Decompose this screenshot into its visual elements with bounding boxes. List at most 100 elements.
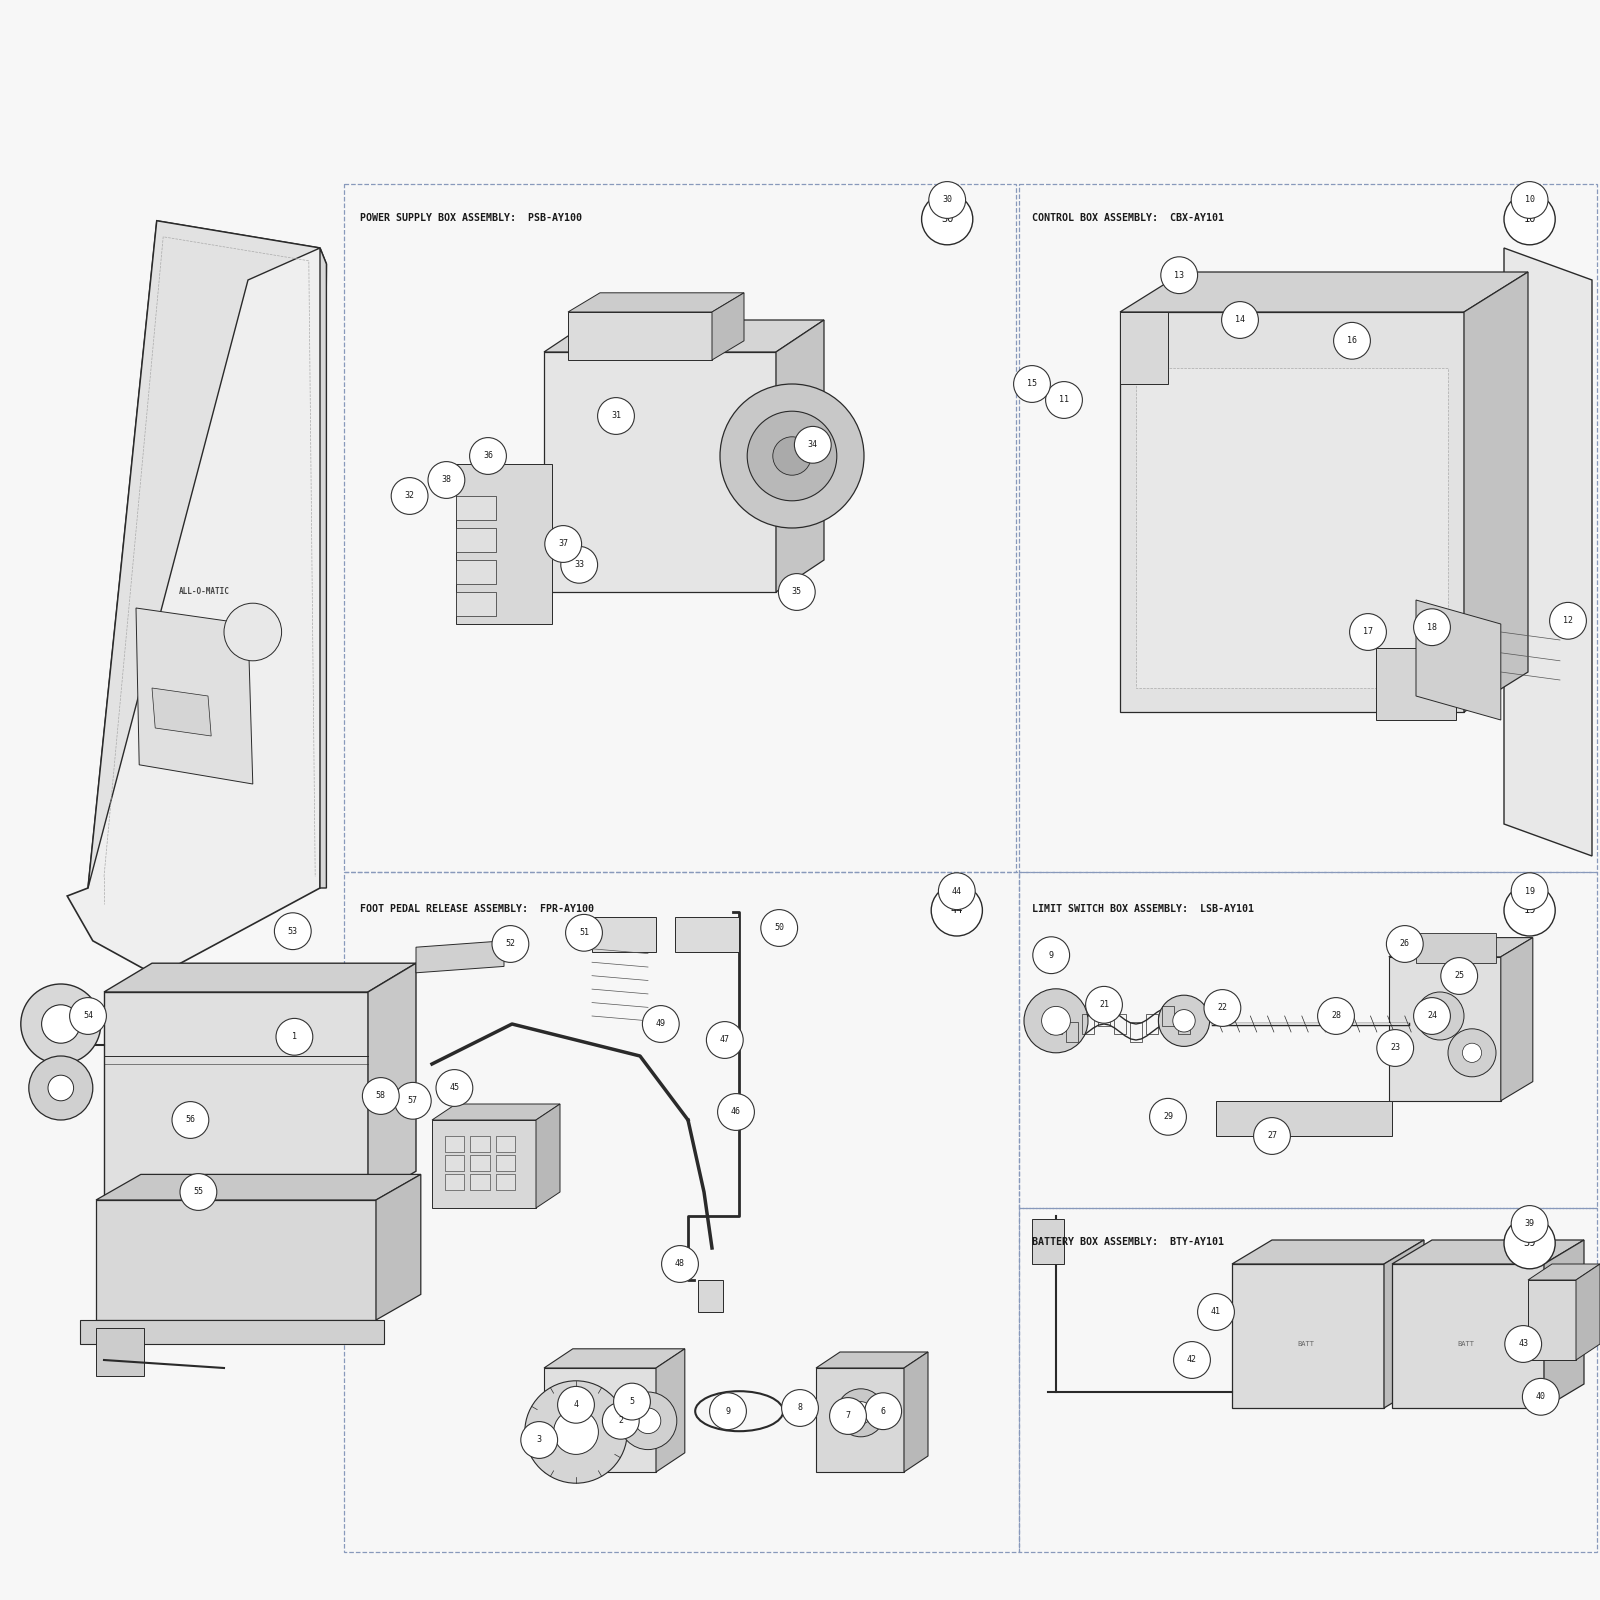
Polygon shape <box>80 1320 384 1344</box>
Polygon shape <box>456 592 496 616</box>
Text: 42: 42 <box>1187 1355 1197 1365</box>
Text: 40: 40 <box>1536 1392 1546 1402</box>
Polygon shape <box>496 1155 515 1171</box>
Circle shape <box>1416 992 1464 1040</box>
Polygon shape <box>568 312 712 360</box>
Circle shape <box>29 1056 93 1120</box>
Circle shape <box>1042 1006 1070 1035</box>
Circle shape <box>830 1398 867 1434</box>
Polygon shape <box>1136 368 1448 688</box>
Circle shape <box>70 998 106 1034</box>
Text: 8: 8 <box>797 1403 803 1413</box>
Text: 7: 7 <box>845 1411 851 1421</box>
Polygon shape <box>544 1349 685 1368</box>
Polygon shape <box>776 320 824 592</box>
Circle shape <box>1173 1010 1195 1032</box>
Polygon shape <box>1501 938 1533 1101</box>
Polygon shape <box>568 293 744 312</box>
Polygon shape <box>1032 1219 1064 1264</box>
Text: 44: 44 <box>950 906 963 915</box>
Circle shape <box>1024 989 1088 1053</box>
Polygon shape <box>104 963 416 992</box>
Text: BATTERY BOX ASSEMBLY:  BTY-AY101: BATTERY BOX ASSEMBLY: BTY-AY101 <box>1032 1237 1224 1246</box>
Circle shape <box>1014 365 1051 403</box>
Circle shape <box>747 411 837 501</box>
Polygon shape <box>1384 1240 1424 1408</box>
Text: 10: 10 <box>1523 214 1536 224</box>
Text: 5: 5 <box>629 1397 635 1406</box>
Polygon shape <box>445 1136 464 1152</box>
Polygon shape <box>67 221 326 976</box>
Text: 3: 3 <box>536 1435 542 1445</box>
Circle shape <box>558 1386 595 1424</box>
Polygon shape <box>544 352 776 592</box>
Circle shape <box>395 1082 432 1120</box>
Text: 18: 18 <box>1427 622 1437 632</box>
Circle shape <box>762 909 797 946</box>
Text: 50: 50 <box>774 923 784 933</box>
Text: 30: 30 <box>942 195 952 205</box>
Text: 39: 39 <box>1525 1219 1534 1229</box>
Circle shape <box>1034 936 1070 973</box>
Circle shape <box>1549 603 1587 638</box>
Polygon shape <box>536 1104 560 1208</box>
Circle shape <box>1205 989 1242 1027</box>
Text: 12: 12 <box>1563 616 1573 626</box>
Polygon shape <box>698 1280 723 1312</box>
Circle shape <box>720 384 864 528</box>
Polygon shape <box>544 320 824 352</box>
Bar <box>1019 184 1597 872</box>
Text: 45: 45 <box>450 1083 459 1093</box>
Polygon shape <box>675 917 739 952</box>
Text: 25: 25 <box>1454 971 1464 981</box>
Circle shape <box>522 1421 558 1459</box>
Text: BATT: BATT <box>1458 1341 1474 1347</box>
Polygon shape <box>368 963 416 1200</box>
Text: 24: 24 <box>1427 1011 1437 1021</box>
Text: 1: 1 <box>291 1032 298 1042</box>
Text: 32: 32 <box>405 491 414 501</box>
Polygon shape <box>712 293 744 360</box>
Polygon shape <box>1392 1240 1584 1264</box>
Circle shape <box>662 1245 698 1283</box>
Circle shape <box>21 984 101 1064</box>
Text: 27: 27 <box>1267 1131 1277 1141</box>
Polygon shape <box>1528 1264 1600 1280</box>
Text: 43: 43 <box>1518 1339 1528 1349</box>
Polygon shape <box>320 248 326 888</box>
Polygon shape <box>416 941 504 973</box>
Circle shape <box>1386 925 1424 962</box>
Polygon shape <box>816 1368 904 1472</box>
Polygon shape <box>1544 1240 1584 1408</box>
Text: 11: 11 <box>1059 395 1069 405</box>
Circle shape <box>42 1005 80 1043</box>
Circle shape <box>554 1410 598 1454</box>
Circle shape <box>1158 995 1210 1046</box>
Circle shape <box>179 1174 218 1210</box>
Circle shape <box>493 925 530 962</box>
Polygon shape <box>96 1200 376 1320</box>
Text: 15: 15 <box>1027 379 1037 389</box>
Circle shape <box>1462 1043 1482 1062</box>
Polygon shape <box>152 688 211 736</box>
Text: 41: 41 <box>1211 1307 1221 1317</box>
Text: 35: 35 <box>792 587 802 597</box>
Text: 21: 21 <box>1099 1000 1109 1010</box>
Circle shape <box>928 181 965 219</box>
Circle shape <box>931 885 982 936</box>
Circle shape <box>717 1094 755 1130</box>
Text: 36: 36 <box>483 451 493 461</box>
Circle shape <box>1173 1341 1211 1378</box>
Circle shape <box>850 1402 872 1424</box>
Circle shape <box>1414 610 1451 645</box>
Text: 22: 22 <box>1218 1003 1227 1013</box>
Polygon shape <box>1232 1240 1424 1264</box>
Text: 14: 14 <box>1235 315 1245 325</box>
Circle shape <box>635 1408 661 1434</box>
Polygon shape <box>656 1349 685 1472</box>
Text: 33: 33 <box>574 560 584 570</box>
Text: 17: 17 <box>1363 627 1373 637</box>
Circle shape <box>710 1392 746 1430</box>
Text: 19: 19 <box>1523 906 1536 915</box>
Text: 58: 58 <box>376 1091 386 1101</box>
